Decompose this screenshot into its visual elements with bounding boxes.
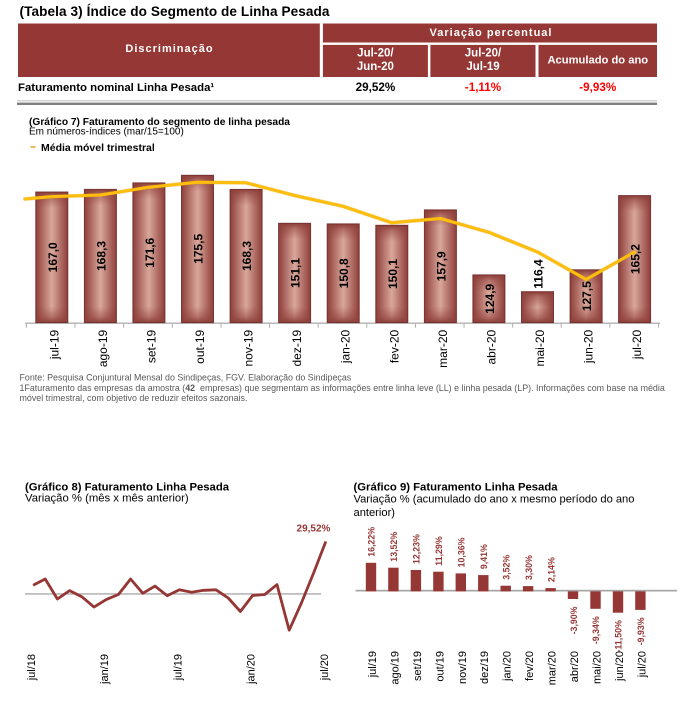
svg-text:165,2: 165,2 (629, 244, 643, 274)
svg-text:nov/19: nov/19 (457, 651, 469, 684)
svg-text:Discriminação: Discriminação (125, 43, 213, 55)
svg-text:out-19: out-19 (193, 329, 207, 363)
svg-text:jul/20: jul/20 (636, 651, 648, 678)
svg-text:Acumulado do ano: Acumulado do ano (547, 55, 648, 67)
svg-text:jan/20: jan/20 (502, 651, 514, 682)
svg-text:175,5: 175,5 (192, 234, 206, 264)
svg-text:jul-19: jul-19 (47, 329, 61, 360)
svg-text:jul-20: jul-20 (630, 329, 644, 360)
svg-text:dez-19: dez-19 (290, 329, 304, 366)
svg-text:jul/18: jul/18 (26, 654, 38, 681)
svg-text:Jul-20/: Jul-20/ (465, 48, 502, 60)
svg-text:(Gráfico 7) Faturamento do seg: (Gráfico 7) Faturamento do segmento de l… (29, 117, 290, 128)
svg-text:jan/20: jan/20 (246, 654, 258, 685)
svg-text:jul/20: jul/20 (319, 654, 331, 681)
svg-text:ago-19: ago-19 (96, 329, 110, 367)
svg-text:151,1: 151,1 (289, 258, 303, 288)
svg-text:16,22%: 16,22% (367, 527, 377, 557)
svg-text:jun-20: jun-20 (582, 329, 596, 364)
svg-text:168,3: 168,3 (94, 241, 108, 271)
svg-text:set-19: set-19 (144, 329, 158, 363)
svg-text:-3,90%: -3,90% (569, 606, 579, 634)
svg-text:150,1: 150,1 (386, 259, 400, 289)
svg-text:13,52%: 13,52% (389, 532, 399, 562)
svg-text:anterior): anterior) (354, 507, 396, 519)
svg-text:fev/20: fev/20 (524, 651, 536, 681)
svg-text:out/19: out/19 (434, 651, 446, 682)
svg-text:116,4: 116,4 (532, 259, 546, 289)
svg-text:124,9: 124,9 (483, 283, 497, 313)
svg-text:171,6: 171,6 (143, 237, 157, 267)
svg-text:10,36%: 10,36% (457, 537, 467, 567)
svg-text:167,0: 167,0 (46, 242, 60, 272)
svg-text:-11,50%: -11,50% (614, 620, 624, 652)
svg-text:(Gráfico 9) Faturamento Linha: (Gráfico 9) Faturamento Linha Pesada (354, 482, 559, 494)
svg-text:Variação percentual: Variação percentual (430, 27, 553, 39)
svg-text:jul/19: jul/19 (367, 651, 379, 678)
svg-text:jun/20: jun/20 (614, 651, 626, 682)
svg-text:2,14%: 2,14% (546, 557, 556, 582)
svg-text:fev-20: fev-20 (387, 329, 401, 363)
svg-text:jan-20: jan-20 (339, 329, 353, 364)
svg-text:Faturamento nominal Linha Pesa: Faturamento nominal Linha Pesada¹ (18, 82, 214, 94)
svg-text:150,8: 150,8 (337, 258, 351, 288)
svg-text:12,23%: 12,23% (412, 534, 422, 564)
svg-text:mai-20: mai-20 (533, 329, 547, 366)
svg-text:(Gráfico 8) Faturamento Linha: (Gráfico 8) Faturamento Linha Pesada (25, 482, 230, 494)
svg-text:168,3: 168,3 (240, 241, 254, 271)
svg-text:Jul-20/: Jul-20/ (357, 48, 394, 60)
svg-text:Jul-19: Jul-19 (466, 61, 499, 73)
svg-text:11,29%: 11,29% (434, 536, 444, 566)
svg-text:móvel trimestral, com objetivo: móvel trimestral, com objetivo de reduzi… (20, 393, 248, 403)
svg-text:mar-20: mar-20 (436, 329, 450, 367)
svg-text:-9,93%: -9,93% (636, 617, 646, 645)
svg-text:-9,93%: -9,93% (579, 81, 617, 94)
svg-text:abr-20: abr-20 (484, 329, 498, 364)
svg-text:Variação % (acumulado do ano x: Variação % (acumulado do ano x mesmo per… (354, 494, 635, 506)
svg-text:-1,11%: -1,11% (465, 81, 502, 94)
svg-text:mai/20: mai/20 (592, 651, 604, 684)
svg-text:29,52%: 29,52% (297, 524, 331, 535)
svg-text:Em números-índices (mar/15=100: Em números-índices (mar/15=100) (29, 127, 184, 138)
svg-text:nov-19: nov-19 (242, 329, 256, 366)
svg-text:3,52%: 3,52% (501, 555, 511, 580)
svg-text:jul/19: jul/19 (172, 654, 184, 681)
svg-text:29,52%: 29,52% (356, 81, 396, 94)
svg-text:Jun-20: Jun-20 (357, 61, 394, 73)
svg-text:9,41%: 9,41% (479, 544, 489, 569)
svg-text:dez/19: dez/19 (479, 651, 491, 684)
svg-text:1Faturamento das empresas da a: 1Faturamento das empresas da amostra (42… (20, 383, 665, 393)
svg-text:ago/19: ago/19 (389, 651, 401, 685)
svg-text:Média móvel trimestral: Média móvel trimestral (41, 142, 155, 154)
svg-text:abr/20: abr/20 (569, 651, 581, 682)
svg-text:Fonte: Pesquisa Conjuntural Me: Fonte: Pesquisa Conjuntural Mensal do Si… (20, 373, 352, 383)
svg-text:(Tabela 3) Índice do Segmento: (Tabela 3) Índice do Segmento de Linha P… (20, 4, 330, 19)
svg-text:-9,34%: -9,34% (591, 616, 601, 644)
svg-text:Variação % (mês x mês anterior: Variação % (mês x mês anterior) (25, 493, 189, 505)
svg-text:157,9: 157,9 (434, 251, 448, 281)
svg-text:set/19: set/19 (412, 651, 424, 681)
svg-text:mar/20: mar/20 (547, 651, 559, 685)
svg-text:3,30%: 3,30% (524, 555, 534, 580)
svg-text:127,5: 127,5 (580, 281, 594, 311)
svg-text:jan/19: jan/19 (99, 654, 111, 685)
